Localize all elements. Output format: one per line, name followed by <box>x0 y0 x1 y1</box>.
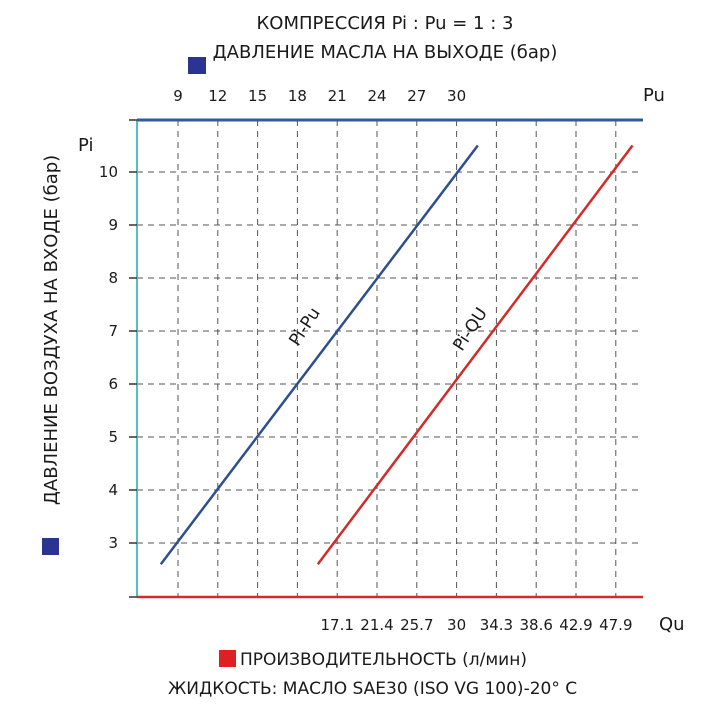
bottom-axis-name: Qu <box>659 614 685 635</box>
series-label-pi-pu: Pi-Pu <box>285 304 324 350</box>
y-tick-label: 9 <box>108 216 118 234</box>
top-tick-label: 18 <box>288 87 307 105</box>
y-axis-label: ДАВЛЕНИЕ ВОЗДУХА НА ВХОДЕ (бар) <box>41 155 62 505</box>
chart-title: КОМПРЕССИЯ Pi : Pu = 1 : 3 <box>257 13 514 34</box>
y-tick-label: 6 <box>108 375 118 393</box>
axes <box>129 118 643 599</box>
legend-marker-blue-top <box>188 57 206 74</box>
top-tick-label: 24 <box>367 87 386 105</box>
series-group <box>159 144 634 565</box>
left-axis-name: Pi <box>78 135 93 156</box>
top-tick-label: 12 <box>208 87 227 105</box>
grid <box>137 120 643 597</box>
top-tick-label: 15 <box>248 87 267 105</box>
series-label-pi-qu: Pi-QU <box>449 304 491 354</box>
bottom-tick-label: 38.6 <box>519 616 552 634</box>
bottom-tick-label: 42.9 <box>559 616 592 634</box>
bottom-tick-label: 30 <box>447 616 466 634</box>
series-line-pi-qu <box>316 144 634 565</box>
bottom-tick-label: 34.3 <box>480 616 513 634</box>
top-axis-name: Pu <box>643 85 665 106</box>
legend-marker-blue-left <box>42 538 59 555</box>
bottom-tick-label: 47.9 <box>599 616 632 634</box>
y-tick-label: 3 <box>108 534 118 552</box>
y-tick-label: 8 <box>108 269 118 287</box>
y-tick-label: 10 <box>99 163 118 181</box>
top-tick-label: 27 <box>407 87 426 105</box>
ticks: 3 4 5 6 7 8 9 10 9 12 15 18 21 24 27 30 17.1 21.4 25.7 30 34… <box>99 87 633 634</box>
legend-marker-red <box>219 650 236 667</box>
chart-footer: ЖИДКОСТЬ: МАСЛО SAE30 (ISO VG 100)-20° C <box>168 679 577 699</box>
bottom-tick-label: 17.1 <box>320 616 353 634</box>
x-axis-label-bottom: ПРОИЗВОДИТЕЛЬНОСТЬ (л/мин) <box>240 650 527 670</box>
series-line-pi-pu <box>159 144 479 565</box>
chart-subtitle: ДАВЛЕНИЕ МАСЛА НА ВЫХОДЕ (бар) <box>213 42 558 63</box>
y-tick-label: 4 <box>108 481 118 499</box>
top-tick-label: 9 <box>173 87 183 105</box>
y-tick-label: 7 <box>108 322 118 340</box>
y-tick-label: 5 <box>108 428 118 446</box>
bottom-tick-label: 25.7 <box>400 616 433 634</box>
bottom-tick-label: 21.4 <box>360 616 393 634</box>
top-tick-label: 21 <box>328 87 347 105</box>
top-tick-label: 30 <box>447 87 466 105</box>
